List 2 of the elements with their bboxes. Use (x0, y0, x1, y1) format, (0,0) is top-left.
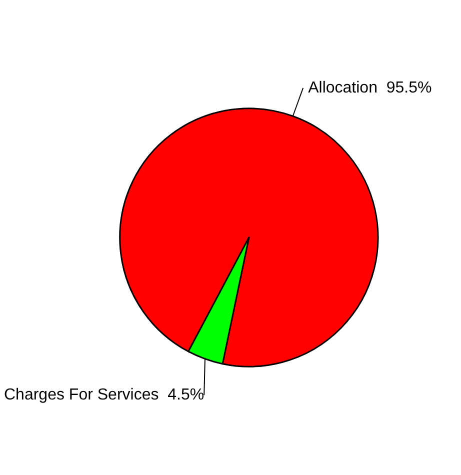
slice-label: Charges For Services 4.5% (4, 386, 204, 404)
slice-label: Allocation 95.5% (308, 79, 432, 96)
